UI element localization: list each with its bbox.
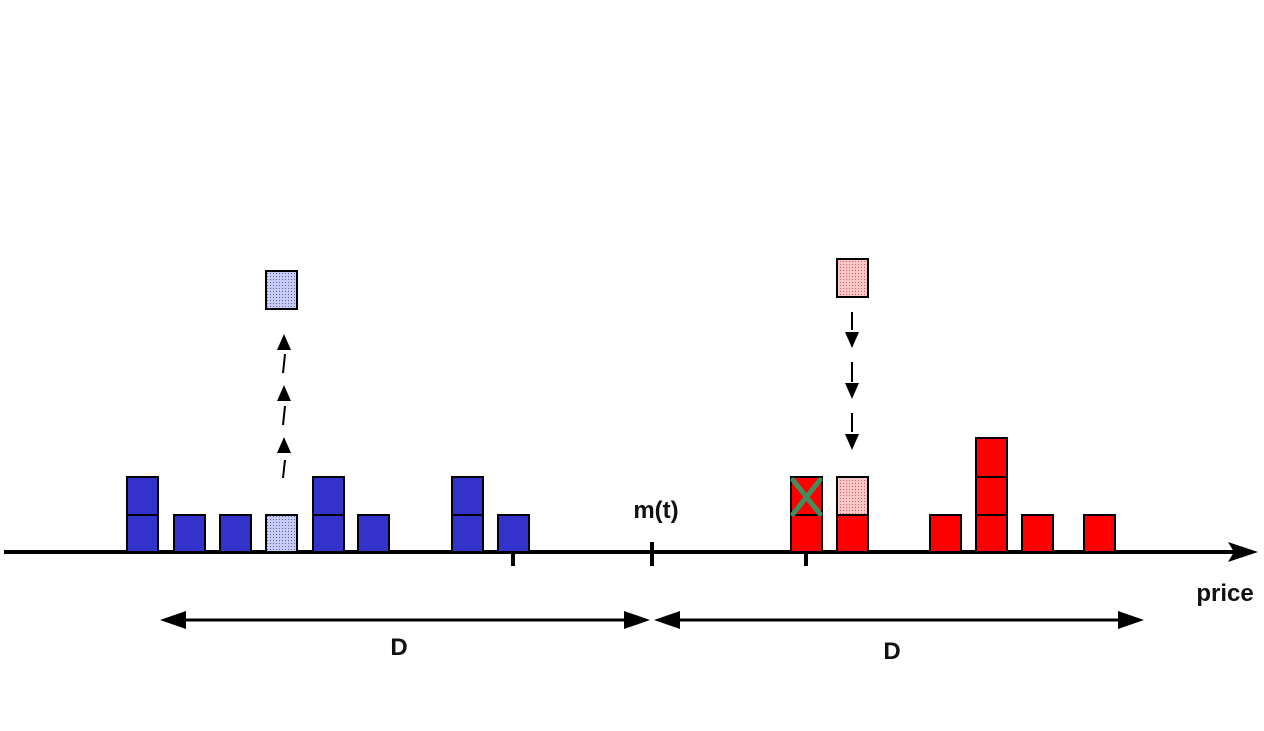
bid-order [451,514,484,553]
ask-order [836,514,869,553]
bid-order-pending [265,514,298,553]
bid-order [219,514,252,553]
bid-order [173,514,206,553]
ask-order-incoming [836,258,869,298]
ask-order [975,514,1008,553]
arrow-shaft [282,353,286,374]
arrow-down-icon [845,434,859,450]
arrow-up-icon [277,437,291,453]
bid-order-moved [265,270,298,310]
bid-order [312,476,345,516]
ask-order-pending [836,476,869,516]
ask-order [790,514,823,553]
left-span-arrow [160,611,650,629]
bid-order [126,476,159,516]
arrow-down-icon [845,332,859,348]
arrow-left-icon [654,611,680,629]
arrow-right-icon [624,611,650,629]
arrow-up-icon [277,385,291,401]
ask-order [1083,514,1116,553]
ask-move-arrows [845,312,859,450]
price-axis-label: price [1196,580,1253,607]
price-axis-arrowhead [1228,542,1258,562]
bid-order [451,476,484,516]
right-span-label: D [883,638,900,665]
right-span-arrow [654,611,1144,629]
bid-order [126,514,159,553]
left-span-label: D [390,634,407,661]
cancel-x-icon [790,477,823,517]
ask-order [975,437,1008,478]
ask-order [929,514,962,553]
bid-move-arrows [277,334,291,479]
bid-order [497,514,530,553]
arrow-shaft [282,459,286,479]
ask-orders [790,258,1116,553]
ask-order [975,476,1008,516]
bid-orders [126,270,530,553]
arrow-shaft [282,405,286,426]
arrow-left-icon [160,611,186,629]
mid-price-label: m(t) [633,497,678,524]
bid-order [312,514,345,553]
arrow-right-icon [1118,611,1144,629]
arrow-down-icon [845,383,859,399]
bid-order [357,514,390,553]
arrow-up-icon [277,334,291,350]
ask-order [1021,514,1054,553]
